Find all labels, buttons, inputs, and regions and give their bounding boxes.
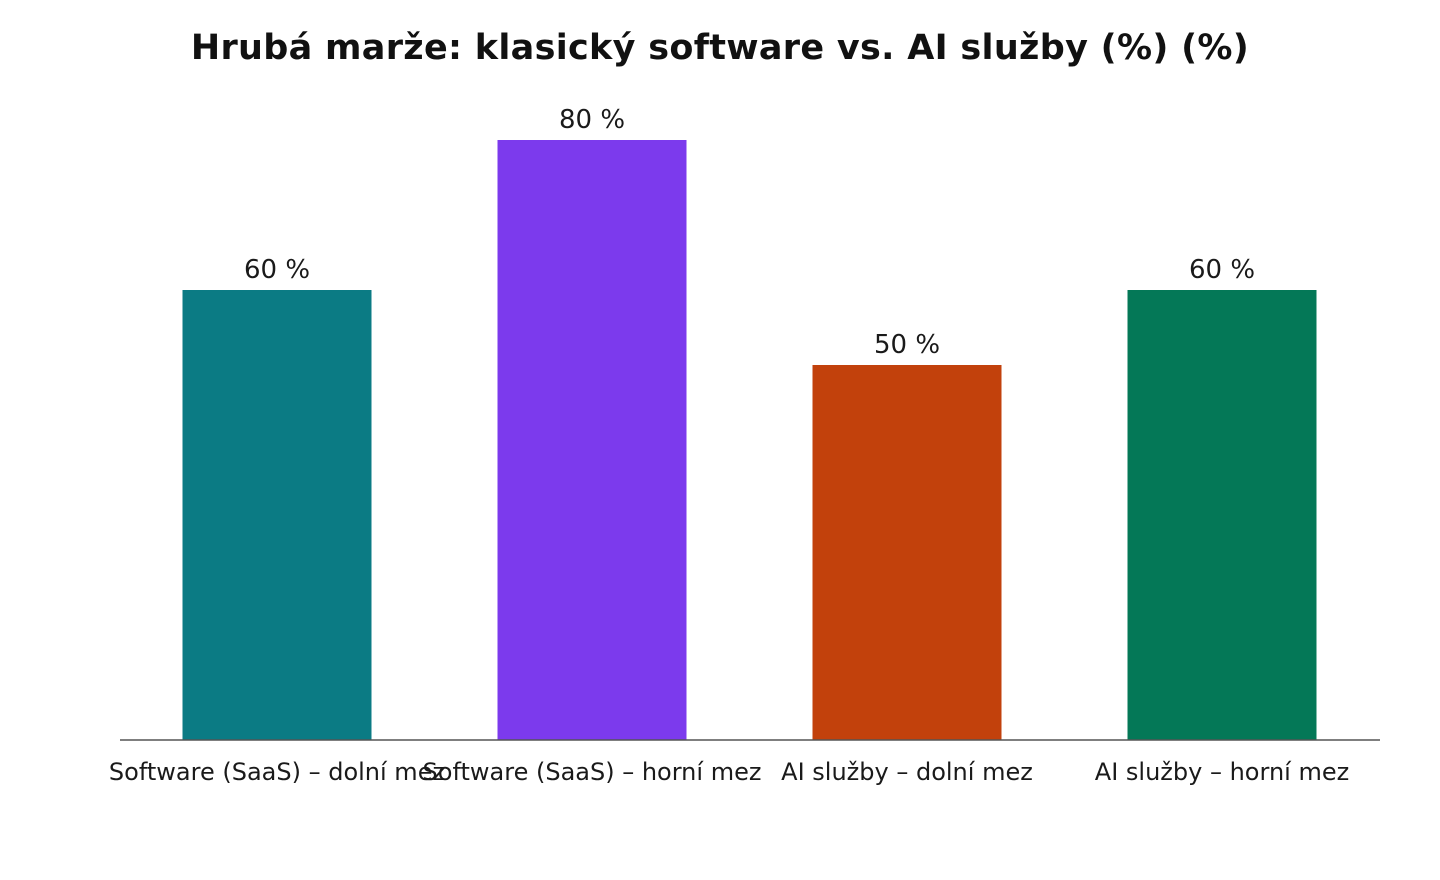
bars-layer <box>182 140 1317 740</box>
x-tick-label-4: AI služby – horní mez <box>1095 758 1349 786</box>
x-tick-label-1: Software (SaaS) – dolní mez <box>109 758 445 786</box>
bar-4 <box>1127 290 1317 740</box>
value-labels-layer: 60 % 80 % 50 % 60 % <box>244 105 1255 360</box>
bar-2 <box>497 140 687 740</box>
chart-title: Hrubá marže: klasický software vs. AI sl… <box>190 28 1250 68</box>
bar-value-label-3: 50 % <box>874 330 940 360</box>
x-tick-label-2: Software (SaaS) – horní mez <box>423 758 762 786</box>
bar-1 <box>182 290 372 740</box>
x-tick-label-3: AI služby – dolní mez <box>781 758 1033 786</box>
bar-3 <box>812 365 1002 740</box>
bar-value-label-4: 60 % <box>1189 255 1255 285</box>
bar-value-label-2: 80 % <box>559 105 625 135</box>
bar-value-label-1: 60 % <box>244 255 310 285</box>
